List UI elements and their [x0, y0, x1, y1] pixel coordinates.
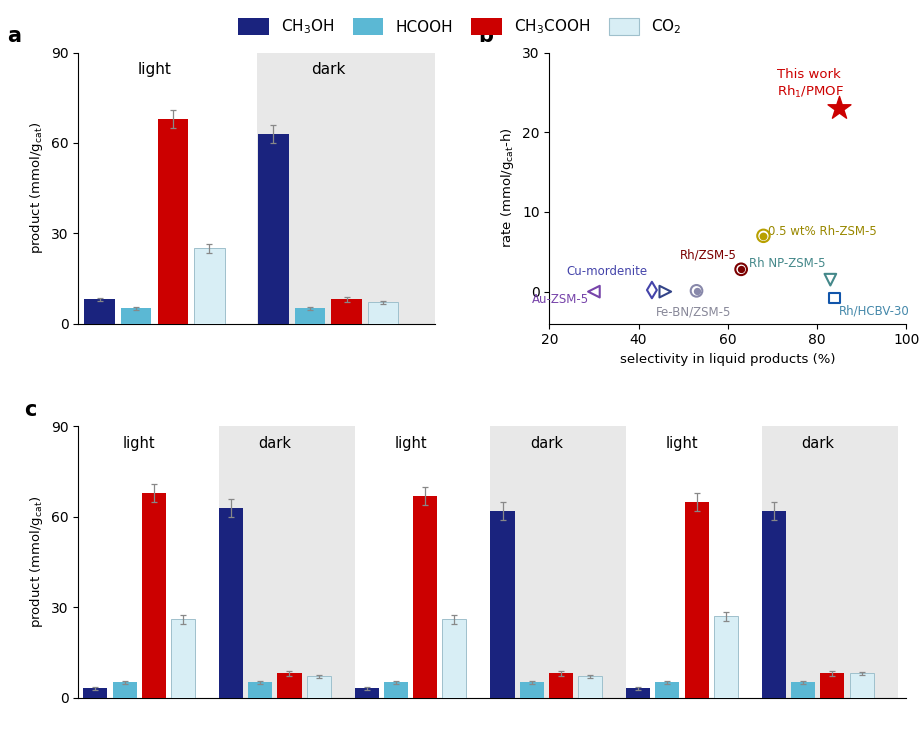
Bar [194, 248, 224, 323]
Bar [219, 508, 243, 698]
Text: Rh/ZSM-5: Rh/ZSM-5 [679, 248, 736, 261]
Bar [142, 493, 165, 698]
Text: Rh NP-ZSM-5: Rh NP-ZSM-5 [749, 257, 825, 270]
Point [755, 230, 770, 242]
Point [823, 274, 837, 286]
Bar [171, 620, 195, 698]
Y-axis label: rate (mmol/g$_{\mathregular{cat}}$-h): rate (mmol/g$_{\mathregular{cat}}$-h) [499, 128, 516, 248]
Bar [490, 511, 514, 698]
Y-axis label: product (mmol/g$_{\mathregular{cat}}$): product (mmol/g$_{\mathregular{cat}}$) [28, 122, 45, 254]
Point [688, 285, 703, 297]
Text: a: a [6, 26, 21, 46]
Bar [355, 427, 490, 698]
Bar [84, 688, 108, 698]
Point [733, 263, 748, 275]
Bar [684, 502, 708, 698]
Point [826, 292, 841, 304]
Bar [442, 620, 466, 698]
Bar [761, 511, 785, 698]
Bar [331, 299, 361, 323]
Bar [413, 496, 437, 698]
Bar [258, 134, 289, 323]
Bar [519, 682, 543, 698]
Text: Cu-mordenite: Cu-mordenite [566, 265, 647, 278]
Text: light: light [665, 436, 698, 451]
Bar [820, 674, 844, 698]
Bar [549, 674, 573, 698]
Bar [157, 118, 187, 323]
Bar [577, 676, 602, 698]
Legend: CH$_3$OH, HCOOH, CH$_3$COOH, CO$_2$: CH$_3$OH, HCOOH, CH$_3$COOH, CO$_2$ [232, 11, 687, 42]
Bar [761, 427, 897, 698]
Text: 0.5 wt% Rh-ZSM-5: 0.5 wt% Rh-ZSM-5 [767, 225, 876, 238]
Bar [248, 682, 272, 698]
Text: b: b [477, 26, 493, 46]
Text: dark: dark [258, 436, 291, 451]
Bar [294, 308, 325, 323]
Point [586, 286, 601, 298]
Bar [120, 308, 152, 323]
Bar [790, 682, 814, 698]
Point [644, 284, 659, 296]
Bar [355, 688, 379, 698]
Text: Au-ZSM-5: Au-ZSM-5 [532, 293, 589, 306]
Point [755, 230, 770, 242]
Text: light: light [123, 436, 155, 451]
Bar [383, 682, 408, 698]
Text: dark: dark [529, 436, 562, 451]
Bar [85, 299, 115, 323]
Bar [368, 302, 398, 323]
Bar [848, 674, 873, 698]
Bar [112, 682, 136, 698]
Text: This work
Rh$_1$/PMOF: This work Rh$_1$/PMOF [776, 68, 843, 100]
Text: c: c [25, 400, 37, 420]
Bar [654, 682, 679, 698]
Bar [219, 427, 355, 698]
Point [733, 263, 748, 275]
Bar [713, 616, 737, 698]
Point [831, 102, 845, 114]
Y-axis label: product (mmol/g$_{\mathregular{cat}}$): product (mmol/g$_{\mathregular{cat}}$) [28, 496, 45, 628]
Text: dark: dark [800, 436, 834, 451]
Text: light: light [394, 436, 426, 451]
Point [688, 285, 703, 297]
Point [657, 286, 672, 298]
Bar [626, 427, 761, 698]
Bar [278, 674, 301, 698]
Bar [626, 688, 650, 698]
Bar [490, 427, 626, 698]
Bar [84, 427, 219, 698]
X-axis label: selectivity in liquid products (%): selectivity in liquid products (%) [619, 352, 834, 366]
Bar [306, 676, 330, 698]
Text: Rh/HCBV-30: Rh/HCBV-30 [838, 304, 909, 317]
Text: dark: dark [311, 62, 346, 76]
Text: light: light [137, 62, 171, 76]
Bar [78, 53, 256, 323]
Bar [256, 53, 435, 323]
Text: Fe-BN/ZSM-5: Fe-BN/ZSM-5 [655, 306, 731, 319]
